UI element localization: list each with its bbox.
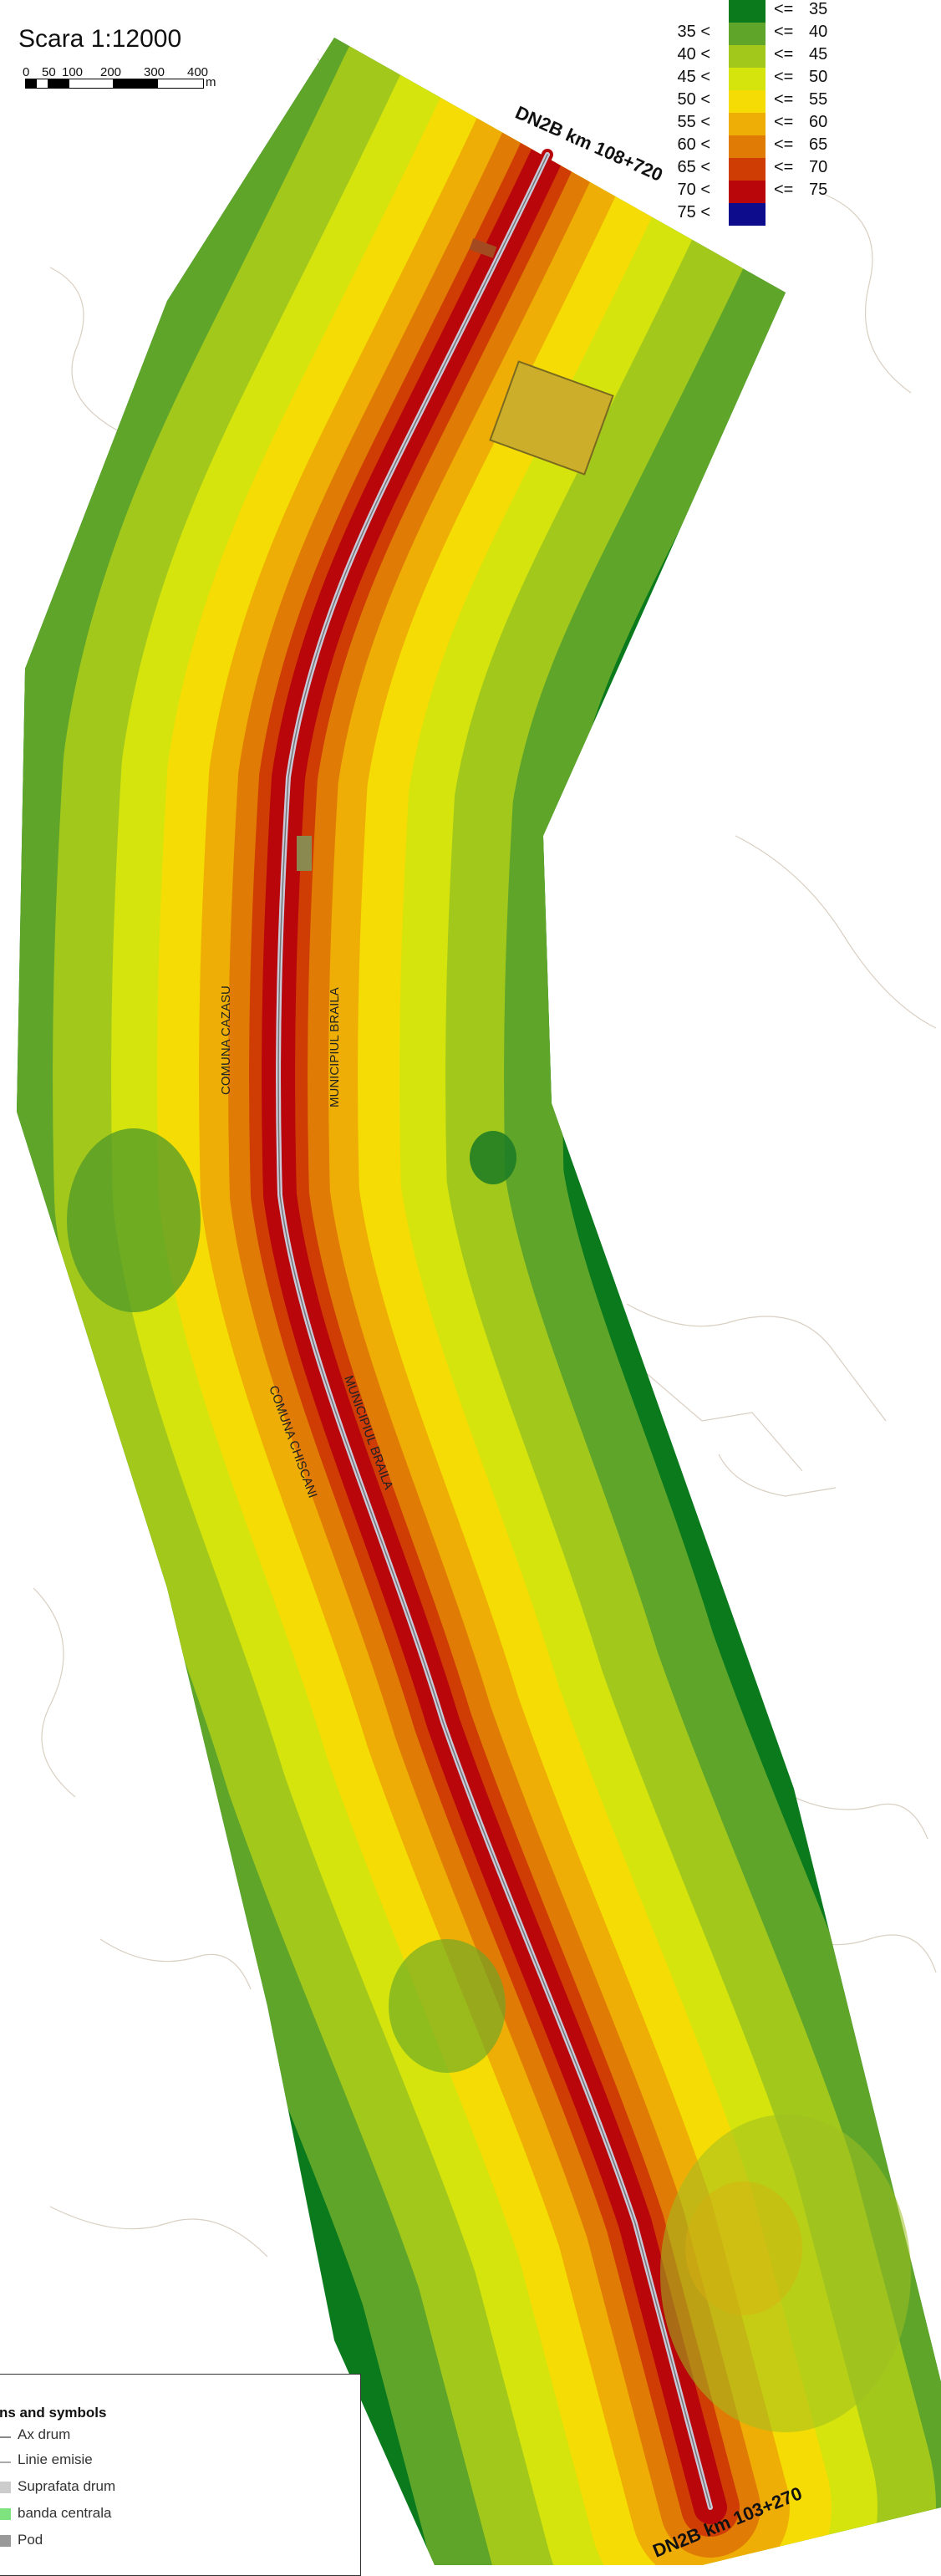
- scale-tick: 400: [187, 65, 209, 79]
- symbols-legend: ns and symbols Ax drum Linie emisie Supr…: [0, 2374, 361, 2576]
- legend-swatch: [729, 0, 766, 23]
- scale-title: Scara 1:12000: [18, 25, 182, 53]
- symbol-mark: [0, 2535, 11, 2547]
- scale-tick: 0: [23, 65, 30, 79]
- scale-tick: 50: [42, 65, 56, 79]
- symbol-mark: [0, 2482, 11, 2493]
- legend-swatch: [729, 68, 766, 90]
- scale-tick: 300: [144, 65, 165, 79]
- legend-swatch: [729, 203, 766, 226]
- legend-swatch: [729, 181, 766, 203]
- legend-swatch: [729, 45, 766, 68]
- legend-swatch: [729, 113, 766, 135]
- symbols-legend-title: ns and symbols: [0, 2405, 107, 2421]
- scale-unit: m: [206, 75, 216, 89]
- legend-swatch: [729, 90, 766, 113]
- road-line-2: [277, 154, 711, 2508]
- settlement-patches: [67, 238, 911, 2432]
- legend-swatch: [729, 23, 766, 45]
- symbol-mark: [0, 2508, 11, 2520]
- symbol-mark: [0, 2461, 11, 2463]
- legend-swatch: [729, 135, 766, 158]
- scale-bar: [25, 79, 204, 89]
- legend-swatch: [729, 158, 766, 181]
- scale-tick: 200: [100, 65, 122, 79]
- area-label-cazasu: COMUNA CAZASU: [219, 985, 233, 1095]
- road-axis: [272, 149, 716, 2513]
- scale-tick: 100: [62, 65, 84, 79]
- area-label-braila-north: MUNICIPIUL BRAILA: [328, 987, 342, 1107]
- noise-contours: [17, 38, 941, 2565]
- symbol-mark: [0, 2436, 11, 2438]
